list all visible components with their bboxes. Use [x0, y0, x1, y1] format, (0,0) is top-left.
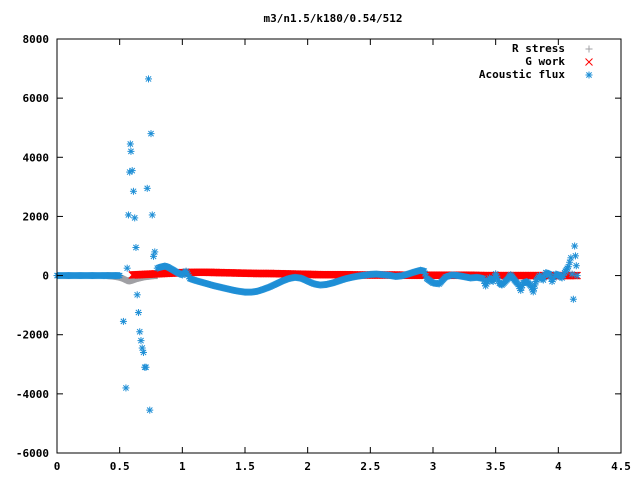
x-tick-label: 2 — [304, 460, 311, 473]
data-series — [53, 75, 581, 414]
legend-marker-g-work — [585, 58, 593, 66]
y-axis: -6000 -4000 -2000 0 2000 4000 6000 8000 — [16, 33, 621, 460]
legend-marker-acoustic-flux — [585, 71, 593, 79]
x-tick-label: 4.5 — [611, 460, 631, 473]
legend-label-r-stress: R stress — [512, 42, 565, 55]
data-point — [139, 348, 147, 356]
data-point — [568, 270, 576, 278]
data-point — [137, 337, 145, 345]
legend-marker-symbol — [585, 45, 593, 53]
y-tick-label: 4000 — [23, 151, 50, 164]
legend-marker-r-stress — [585, 45, 593, 53]
data-point — [146, 406, 154, 414]
data-point — [420, 267, 428, 275]
data-point — [132, 243, 140, 251]
data-point — [151, 248, 159, 256]
x-tick-label: 0 — [54, 460, 61, 473]
data-point — [134, 309, 142, 317]
data-point — [131, 214, 139, 222]
data-point — [571, 252, 579, 260]
legend-marker-symbol — [585, 71, 593, 79]
legend-marker-symbol — [585, 58, 593, 66]
data-point — [123, 264, 131, 272]
y-tick-label: -6000 — [16, 447, 49, 460]
data-point — [144, 75, 152, 83]
data-point — [571, 242, 579, 250]
x-tick-label: 3.5 — [486, 460, 506, 473]
x-tick-label: 3 — [430, 460, 437, 473]
data-point — [143, 184, 151, 192]
data-point — [119, 317, 127, 325]
y-tick-label: -4000 — [16, 388, 49, 401]
data-point — [572, 262, 580, 270]
legend-entry-r-stress: R stress — [512, 42, 593, 55]
data-point — [564, 263, 572, 271]
x-axis: 0 0.5 1 1.5 2 2.5 3 3.5 4 4.5 — [54, 39, 631, 473]
x-tick-label: 1.5 — [235, 460, 255, 473]
data-point — [122, 384, 130, 392]
data-point — [573, 272, 581, 280]
data-point — [126, 140, 134, 148]
data-point — [569, 295, 577, 303]
x-tick-label: 1 — [179, 460, 186, 473]
y-tick-label: 8000 — [23, 33, 50, 46]
y-tick-label: 2000 — [23, 210, 50, 223]
data-point — [127, 147, 135, 155]
data-point — [116, 272, 124, 280]
legend-label-acoustic-flux: Acoustic flux — [479, 68, 565, 81]
x-tick-label: 0.5 — [110, 460, 130, 473]
legend: R stress G work Acoustic flux — [479, 42, 593, 81]
data-point — [494, 274, 502, 282]
data-point — [124, 211, 132, 219]
data-point — [129, 187, 137, 195]
legend-entry-g-work: G work — [525, 55, 593, 68]
data-point — [147, 130, 155, 138]
y-tick-label: 6000 — [23, 92, 50, 105]
chart-title: m3/n1.5/k180/0.54/512 — [263, 12, 402, 25]
y-tick-label: 0 — [42, 270, 49, 283]
data-point — [133, 291, 141, 299]
data-point — [566, 258, 574, 266]
legend-entry-acoustic-flux: Acoustic flux — [479, 68, 593, 81]
x-tick-label: 4 — [555, 460, 562, 473]
x-tick-label: 2.5 — [360, 460, 380, 473]
data-point — [150, 252, 158, 260]
series-acoustic-flux — [53, 75, 581, 414]
y-tick-label: -2000 — [16, 329, 49, 342]
data-point — [136, 328, 144, 336]
plot-frame — [56, 38, 622, 454]
data-point — [128, 167, 136, 175]
data-point — [142, 363, 150, 371]
data-point — [138, 344, 146, 352]
legend-label-g-work: G work — [525, 55, 565, 68]
data-point — [148, 211, 156, 219]
data-point — [529, 288, 537, 296]
